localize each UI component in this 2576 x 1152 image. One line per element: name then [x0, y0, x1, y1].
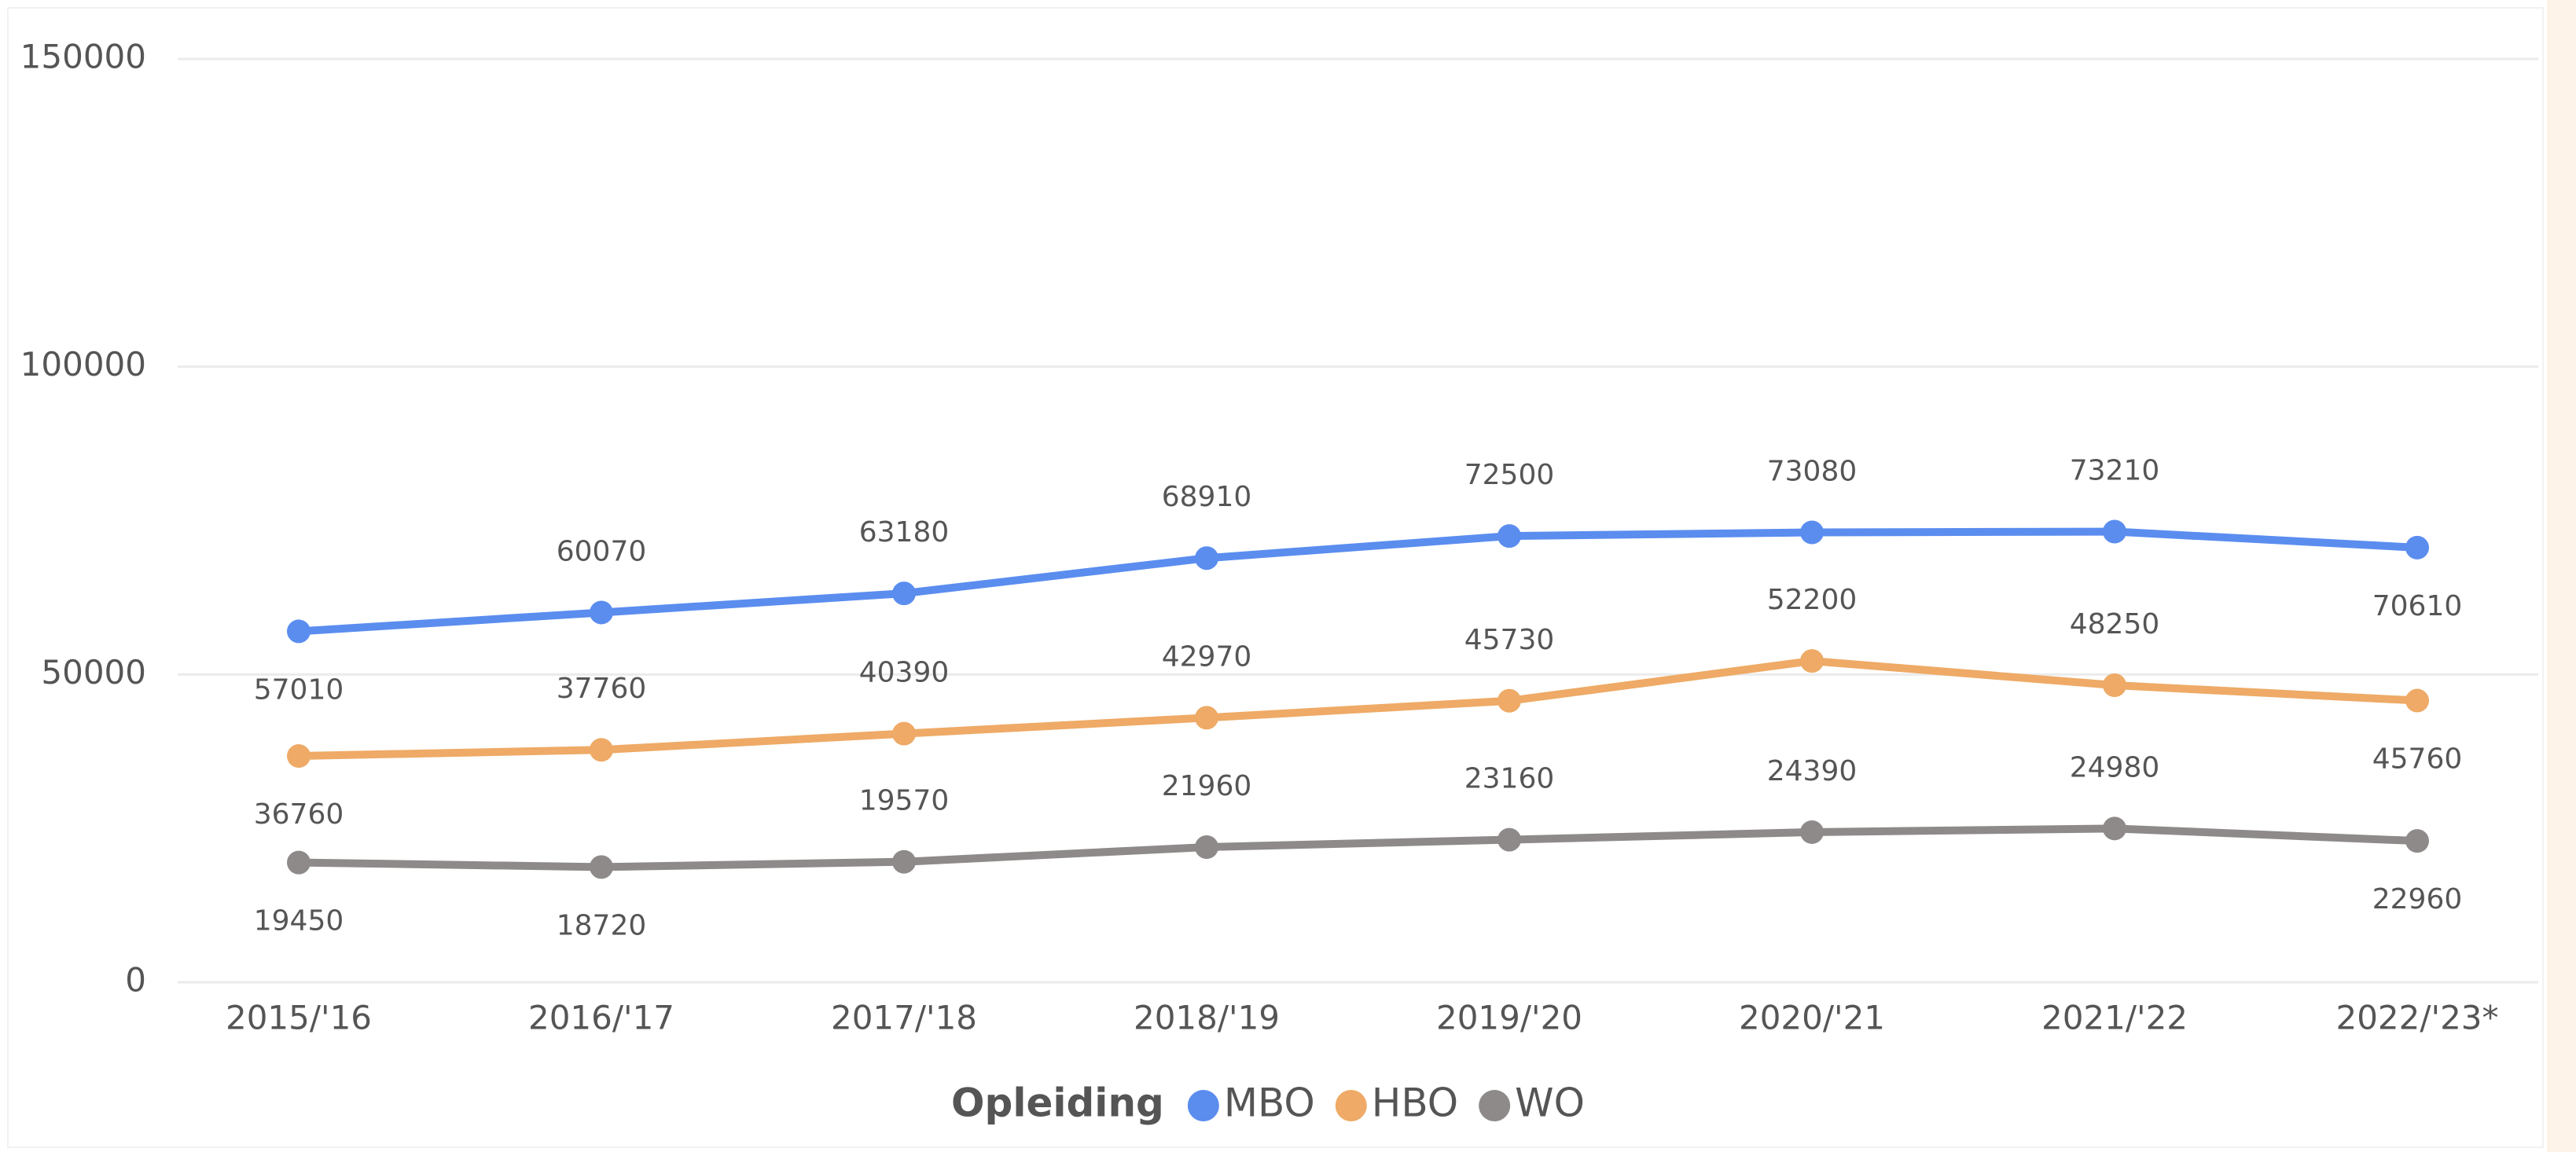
point [2103, 816, 2126, 841]
data-label: 36760 [254, 798, 344, 831]
data-label: 45730 [1464, 624, 1555, 656]
legend-label: HBO [1372, 1080, 1458, 1126]
point [1195, 546, 1218, 570]
point [2103, 673, 2126, 698]
data-label: 48250 [2070, 608, 2160, 640]
data-label: 18720 [557, 909, 647, 941]
legend-marker [1479, 1090, 1511, 1121]
data-label: 37760 [557, 673, 647, 705]
data-label: 42970 [1162, 640, 1252, 673]
data-label: 63180 [859, 516, 950, 548]
data-label: 60070 [557, 535, 647, 567]
legend-marker [1187, 1090, 1219, 1121]
legend-title: Opleiding [951, 1080, 1164, 1126]
data-label: 24980 [2070, 751, 2160, 783]
data-label: 19570 [859, 785, 950, 817]
data-label: 57010 [254, 673, 344, 706]
point [2103, 519, 2126, 544]
point [892, 849, 916, 874]
point [590, 738, 613, 762]
point [1800, 820, 1824, 844]
data-label: 73080 [1767, 456, 1858, 488]
side-strip [2547, 0, 2576, 1152]
point [1800, 520, 1824, 545]
point [287, 744, 311, 769]
data-label: 70610 [2372, 590, 2463, 622]
y-tick-label: 0 [125, 961, 146, 1000]
point [892, 582, 916, 606]
x-tick-label: 2016/'17 [528, 999, 674, 1037]
data-label: 68910 [1162, 481, 1252, 513]
x-tick-label: 2019/'20 [1436, 999, 1582, 1037]
point [892, 721, 916, 746]
data-label: 45760 [2372, 743, 2463, 776]
x-tick-label: 2020/'21 [1739, 999, 1885, 1037]
legend-label: MBO [1224, 1080, 1315, 1126]
point [2405, 535, 2429, 559]
point [1497, 524, 1521, 548]
data-label: 23160 [1464, 763, 1555, 795]
point [287, 619, 311, 644]
data-label: 22960 [2372, 883, 2463, 915]
point [2405, 688, 2429, 713]
x-tick-label: 2022/'23* [2335, 999, 2498, 1037]
data-label: 19450 [254, 905, 344, 937]
point [590, 855, 613, 879]
data-label: 21960 [1162, 770, 1252, 802]
data-label: 24390 [1767, 755, 1858, 787]
x-tick-label: 2018/'19 [1134, 999, 1280, 1037]
data-label: 40390 [859, 657, 950, 689]
legend-marker [1335, 1090, 1367, 1121]
frame [7, 7, 2544, 1148]
series-line [298, 527, 2418, 636]
y-tick-label: 150000 [20, 38, 146, 76]
point [590, 600, 613, 625]
data-label: 72500 [1464, 459, 1555, 491]
series-line [298, 824, 2418, 871]
data-label: 73210 [2070, 455, 2160, 487]
data-label: 52200 [1767, 584, 1858, 616]
x-tick-label: 2021/'22 [2041, 999, 2188, 1037]
x-tick-label: 2015/'16 [226, 999, 372, 1037]
series-line [298, 657, 2418, 761]
point [1195, 706, 1218, 730]
point [2405, 829, 2429, 853]
point [1800, 649, 1824, 673]
legend-label: WO [1515, 1080, 1585, 1126]
point [1195, 835, 1218, 859]
y-tick-label: 100000 [20, 345, 146, 383]
point [1497, 688, 1521, 713]
y-tick-label: 50000 [41, 653, 146, 692]
point [287, 850, 311, 875]
x-tick-label: 2017/'18 [831, 999, 977, 1037]
point [1497, 827, 1521, 852]
